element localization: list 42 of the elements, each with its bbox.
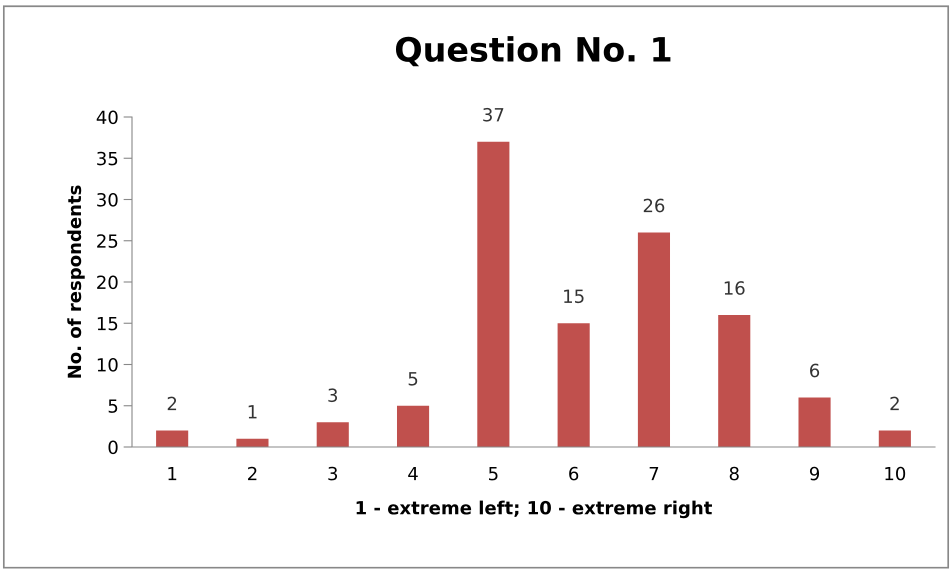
bar [316,422,349,447]
x-tick-label: 5 [489,467,498,480]
data-label: 6 [810,364,820,378]
x-tick-label: 3 [328,466,338,480]
data-label: 15 [564,290,584,304]
data-label: 37 [483,108,504,122]
x-tick-label: 8 [730,466,739,480]
y-tick-label: 20 [97,275,118,290]
x-tick-label: 9 [810,466,820,480]
data-label: 2 [168,396,176,410]
y-tick-label: 10 [98,358,118,372]
bar [638,232,670,447]
data-label: 26 [644,198,664,212]
x-tick-label: 6 [569,466,578,480]
bar [558,323,590,447]
bar [878,430,911,447]
chart-title: Question No. 1 [396,36,670,66]
y-tick-label: 15 [98,316,118,330]
x-tick-label: 4 [408,467,418,480]
y-axis-title: No. of respondents [67,186,85,378]
y-tick-label: 35 [97,152,118,166]
data-label: 3 [328,388,338,402]
x-axis-title: 1 - extreme left; 10 - extreme right [356,500,712,518]
bar [236,438,269,447]
data-label: 5 [408,372,418,386]
data-label: 2 [890,396,899,410]
y-tick-label: 25 [97,234,118,248]
bar [156,430,188,447]
y-tick-label: 5 [108,399,118,413]
data-label: 1 [248,405,257,418]
bar [396,406,430,447]
bar [798,398,831,447]
y-tick-label: 0 [108,440,118,454]
bar [718,315,750,447]
y-tick-label: 40 [96,110,118,124]
x-tick-label: 1 [168,467,176,480]
y-tick-label: 30 [97,192,118,207]
x-tick-label: 10 [885,466,906,480]
x-tick-label: 7 [650,467,658,480]
bar [477,142,510,447]
data-label: 16 [724,281,745,295]
x-tick-label: 2 [248,466,256,480]
